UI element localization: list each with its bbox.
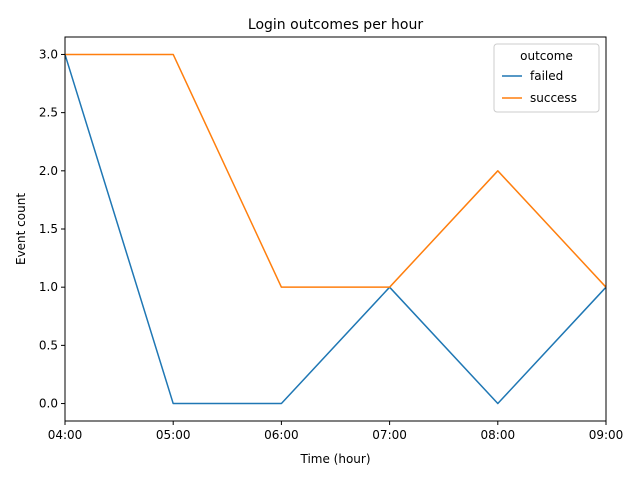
y-tick-label: 1.0 <box>39 280 58 294</box>
x-tick-label: 07:00 <box>372 428 407 442</box>
series-line-success <box>65 53 607 288</box>
x-tick-label: 04:00 <box>48 428 83 442</box>
y-axis: 0.0 0.5 1.0 1.5 2.0 2.5 3.0 <box>39 47 65 411</box>
x-axis-title: Time (hour) <box>299 452 370 466</box>
y-tick-label: 2.5 <box>39 106 58 120</box>
y-tick-label: 0.5 <box>39 338 58 352</box>
y-tick-label: 3.0 <box>39 47 58 61</box>
legend: outcome failed success <box>493 43 600 113</box>
series-line-failed <box>64 54 607 405</box>
x-axis: 04:00 05:00 06:00 07:00 08:00 09:00 <box>48 421 624 442</box>
x-tick-label: 05:00 <box>156 428 191 442</box>
legend-label-failed: failed <box>530 69 563 83</box>
legend-box <box>493 43 600 113</box>
y-tick-label: 1.5 <box>39 222 58 236</box>
y-tick-label: 2.0 <box>39 164 58 178</box>
y-axis-title: Event count <box>14 193 28 265</box>
chart-title: Login outcomes per hour <box>248 17 423 33</box>
x-tick-label: 09:00 <box>589 428 624 442</box>
x-tick-label: 08:00 <box>481 428 516 442</box>
y-tick-label: 0.0 <box>39 397 58 411</box>
legend-label-success: success <box>530 91 577 105</box>
legend-title: outcome <box>520 49 573 63</box>
x-tick-label: 06:00 <box>264 428 299 442</box>
